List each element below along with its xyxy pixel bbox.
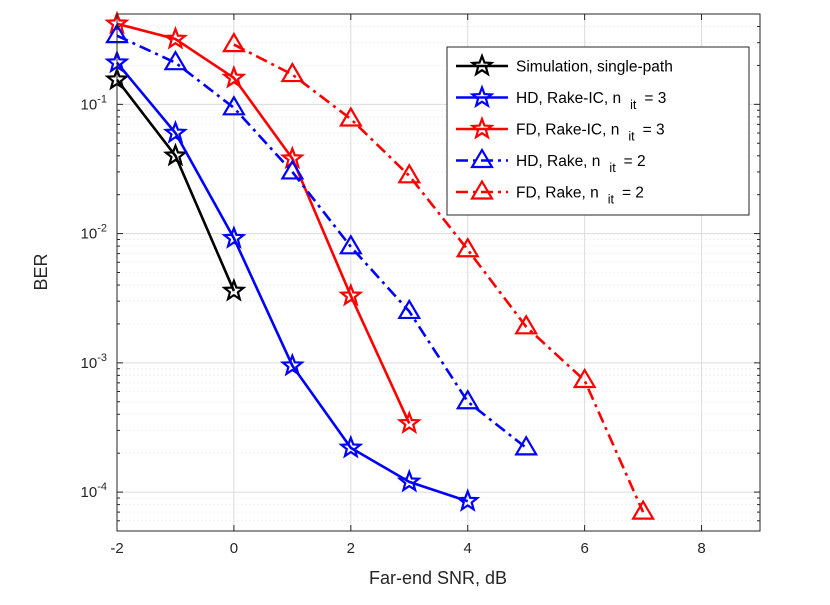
- legend-box: [446, 46, 750, 216]
- y-tick-label: 10-3: [81, 352, 107, 372]
- data-point: [163, 50, 188, 71]
- legend-label: HD, Rake-IC, n it = 3: [516, 90, 666, 112]
- legend-label: HD, Rake, n it = 2: [516, 153, 646, 175]
- y-tick-labels: 10-1 10-2 10-3 10-4: [81, 93, 107, 501]
- data-point: [221, 225, 247, 249]
- grid-minor: [117, 26, 760, 522]
- data-point: [162, 25, 188, 50]
- x-tick-label: 4: [464, 540, 472, 557]
- legend-marker: [469, 115, 495, 140]
- x-tick-label: 8: [697, 540, 705, 557]
- legend-marker: [470, 147, 494, 169]
- tick-marks: [116, 14, 760, 531]
- y-tick-label: 10-4: [81, 481, 107, 501]
- data-point: [280, 159, 305, 180]
- series-3: [105, 22, 539, 456]
- data-point: [221, 277, 247, 302]
- legend-marker: [469, 84, 495, 109]
- data-point: [338, 106, 363, 127]
- data-point: [514, 435, 539, 456]
- series-layer: [104, 10, 655, 520]
- data-point: [338, 282, 364, 307]
- data-point: [397, 298, 422, 320]
- data-point: [338, 434, 364, 459]
- x-axis-label: Far-end SNR, dB: [369, 568, 507, 588]
- data-point: [222, 31, 246, 53]
- data-point: [221, 64, 247, 89]
- data-point: [396, 468, 422, 493]
- legend-label: Simulation, single-path: [516, 59, 673, 76]
- y-tick-label: 10-2: [81, 223, 107, 243]
- legend-marker: [469, 52, 495, 77]
- legend: Simulation, single-path HD, Rake-IC, n it =…: [446, 46, 750, 216]
- data-point: [631, 499, 655, 520]
- x-tick-label: 6: [580, 540, 588, 557]
- x-tick-label: -2: [110, 540, 123, 557]
- legend-label: FD, Rake-IC, n it = 3: [516, 122, 665, 144]
- data-point: [162, 142, 188, 167]
- series-4: [222, 31, 655, 520]
- x-tick-labels: -2 0 2 4 6 8: [110, 540, 705, 557]
- data-point: [572, 367, 597, 389]
- data-point: [455, 237, 480, 258]
- series-2: [104, 10, 422, 435]
- data-point: [222, 95, 246, 116]
- x-tick-label: 0: [230, 540, 238, 557]
- data-point: [338, 234, 363, 255]
- x-tick-label: 2: [347, 540, 355, 557]
- data-point: [396, 410, 422, 435]
- legend-marker: [470, 179, 494, 200]
- series-line: [116, 61, 469, 503]
- series-line: [115, 78, 236, 292]
- y-axis-label: BER: [31, 253, 51, 290]
- data-point: [455, 389, 480, 410]
- data-point: [514, 314, 539, 335]
- data-point: [455, 488, 481, 512]
- data-point: [162, 119, 188, 144]
- data-point: [280, 61, 305, 83]
- legend-label: FD, Rake, n it = 2: [516, 185, 644, 207]
- data-point: [279, 352, 305, 377]
- y-tick-label: 10-1: [81, 93, 107, 113]
- data-point: [397, 163, 422, 184]
